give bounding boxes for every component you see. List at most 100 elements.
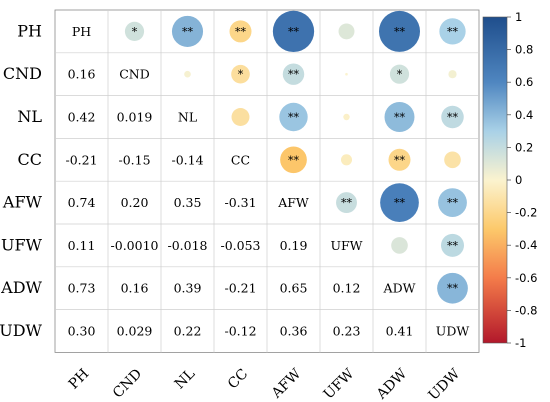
significance-marker: ** [394,25,406,38]
significance-marker: ** [447,282,459,295]
correlation-circle [336,192,357,214]
column-label: NL [172,366,199,393]
correlation-circle [437,272,468,304]
column-label: CC [225,366,251,392]
colorbar-tick-label: 0 [515,173,522,187]
column-label: PH [66,366,93,393]
diagonal-label: AFW [277,195,309,210]
correlation-value: 0.16 [121,281,149,296]
correlation-value: 0.74 [68,195,96,210]
correlation-value: -0.018 [167,238,207,253]
correlation-circle [343,113,350,121]
correlation-value: 0.65 [280,281,308,296]
colorbar-tick-label: 1 [515,10,522,24]
significance-marker: ** [288,154,300,167]
significance-marker: ** [447,197,459,210]
significance-marker: ** [447,239,459,252]
matrix-cells: PH * ** ** ** ** **0.16 CND * ** *0.42 0.019 NL ** ** *… [65,10,469,339]
diagonal-label: NL [178,110,197,125]
correlation-value: 0.19 [280,238,308,253]
correlation-circle [384,102,415,132]
correlation-value: 0.16 [68,67,96,82]
diagonal-label: UFW [330,238,362,253]
correlation-value: 0.20 [121,195,149,210]
colorbar-tick-label: -1 [515,336,526,350]
colorbar-tick-label: 0.2 [515,140,533,154]
correlation-value: 0.35 [174,195,202,210]
column-label: CND [110,366,145,401]
significance-marker: * [238,68,244,81]
colorbar-tick-label: -0.4 [515,238,537,252]
significance-marker: ** [182,25,194,38]
correlation-value: -0.12 [224,324,256,339]
matrix-grid [54,9,480,353]
correlation-value: -0.0010 [111,238,159,253]
correlation-circle [438,188,467,218]
correlation-circle [338,23,355,40]
correlation-circle [441,105,464,129]
row-label: CND [3,64,42,83]
correlation-circle [440,233,465,257]
correlation-value: 0.36 [280,324,308,339]
correlation-circle [388,148,411,171]
row-label: AFW [2,193,43,212]
correlation-value: 0.42 [68,110,96,125]
row-label: PH [17,21,42,40]
column-label: AFW [268,365,305,402]
correlation-value: -0.15 [118,152,150,167]
correlation-value: 0.41 [386,324,414,339]
colorbar-tick-label: -0.6 [515,271,537,285]
correlation-value: -0.21 [65,152,97,167]
correlation-circle [380,183,419,222]
correlation-circle [124,21,145,41]
colorbar-gradient [482,16,508,344]
significance-marker: ** [288,111,300,124]
correlation-value: -0.14 [171,152,203,167]
correlation-value: 0.12 [333,281,361,296]
significance-marker: ** [288,25,300,38]
diagonal-label: CC [231,152,250,167]
correlation-circle [231,64,250,84]
correlation-circle [231,108,250,126]
significance-marker: ** [394,154,406,167]
correlation-circle [378,10,421,52]
correlation-circle [391,237,408,254]
row-label: UDW [0,321,43,340]
correlation-value: 0.029 [117,324,153,339]
correlation-value: 0.30 [68,324,96,339]
correlation-value: 0.23 [333,324,361,339]
significance-marker: ** [447,25,459,38]
correlation-value: -0.21 [224,281,256,296]
correlation-circle [229,20,252,43]
correlation-value: 0.11 [68,238,96,253]
correlation-value: 0.39 [174,281,202,296]
correlation-value: -0.053 [220,238,260,253]
column-label: UFW [321,365,358,402]
significance-marker: ** [394,111,406,124]
row-label: ADW [0,278,42,297]
row-label: CC [18,150,42,169]
diagonal-label: CND [119,67,150,82]
colorbar-tick-label: 0.6 [515,75,533,89]
significance-marker: ** [235,25,247,38]
significance-marker: ** [447,111,459,124]
correlation-value: 0.73 [68,281,96,296]
diagonal-label: PH [72,24,91,39]
colorbar-tick-label: 0.8 [515,43,533,57]
correlation-circle [345,72,348,76]
correlation-value: -0.31 [224,195,256,210]
significance-marker: * [132,25,138,38]
significance-marker: ** [288,68,300,81]
correlation-value: 0.22 [174,324,202,339]
diagonal-label: ADW [383,281,416,296]
correlation-circle [282,63,305,85]
colorbar-tick-label: 0.4 [515,108,533,122]
colorbar-tick-label: -0.8 [515,303,537,317]
correlation-circle [280,146,307,174]
correlation-circle [439,18,466,45]
correlation-circle [448,70,457,79]
row-label: UFW [1,235,43,254]
column-label: UDW [426,365,464,402]
correlation-circle [184,70,191,78]
